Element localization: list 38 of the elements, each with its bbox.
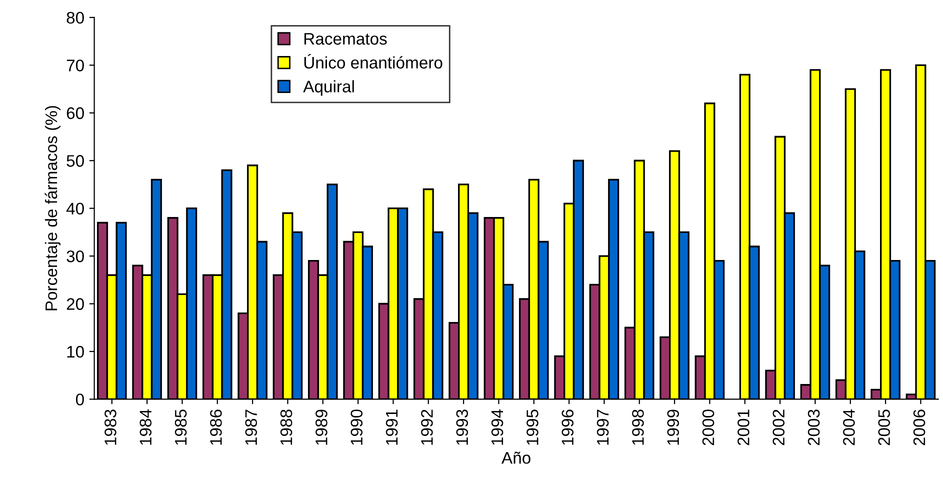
x-tick-label: 1986	[210, 410, 222, 445]
x-tick-label: 1993	[456, 410, 468, 445]
x-tick-label: 1988	[280, 410, 292, 445]
y-tick-label: 20	[66, 298, 84, 310]
y-tick-label: 30	[66, 250, 84, 262]
y-tick-label: 0	[76, 394, 84, 406]
x-tick-label: 1992	[421, 410, 433, 445]
x-axis-title: Año	[502, 452, 530, 464]
x-tick-label: 2005	[878, 410, 890, 446]
x-tick-label: 1985	[174, 410, 187, 445]
x-tick-label: 1997	[596, 410, 609, 445]
x-tick-label: 2004	[843, 409, 855, 446]
x-tick-label: 1994	[491, 409, 504, 445]
x-tick-label: 2006	[913, 410, 926, 446]
x-tick-label: 1998	[632, 410, 644, 445]
x-tick-label: 1991	[386, 410, 398, 445]
x-tick-label: 2002	[772, 410, 785, 446]
y-tick-label: 70	[66, 60, 84, 72]
x-tick-label: 1990	[350, 410, 363, 445]
y-tick-label: 40	[66, 202, 84, 215]
y-tick-label: 50	[66, 155, 84, 167]
x-tick-label: 2001	[738, 410, 750, 446]
y-axis-title: Porcentaje de fármacos (%)	[44, 106, 60, 310]
x-tick-label: 1996	[562, 410, 574, 445]
y-tick-label: 10	[67, 346, 84, 358]
y-tick-label: 60	[66, 107, 84, 120]
x-tick-label: 1987	[245, 410, 258, 445]
y-tick-label: 80	[66, 12, 84, 24]
legend-label: Único enantiómero	[304, 54, 442, 69]
x-tick-label: 1995	[526, 410, 538, 445]
x-tick-label: 1999	[667, 410, 680, 445]
x-tick-label: 1984	[140, 409, 152, 445]
x-tick-label: 2000	[702, 410, 714, 446]
legend-label: Racematos	[304, 33, 387, 45]
x-tick-label: 2003	[808, 410, 820, 446]
x-tick-label: 1983	[104, 410, 116, 445]
legend-label: Aquiral	[303, 80, 354, 96]
x-tick-label: 1989	[316, 410, 328, 445]
